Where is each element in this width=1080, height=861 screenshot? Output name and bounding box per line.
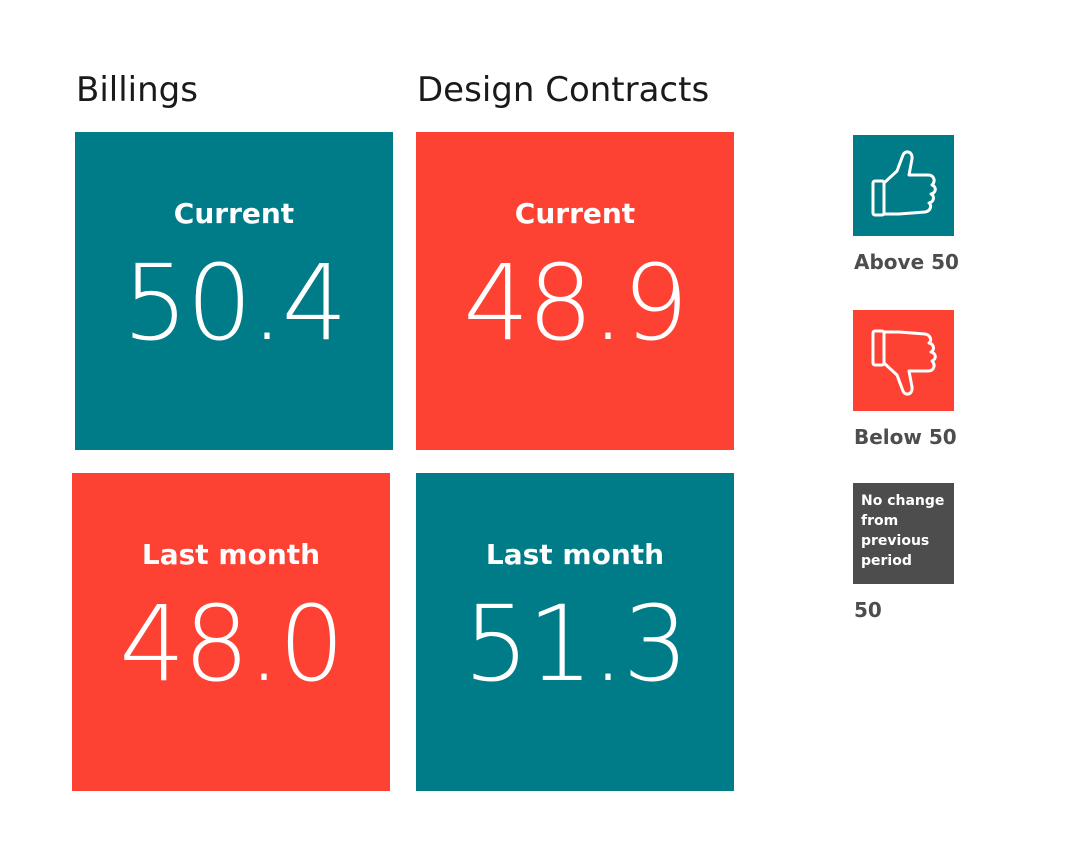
tile-label: Last month: [141, 538, 321, 571]
no-change-swatch: No change from previous period: [853, 483, 954, 584]
above-50-swatch: [853, 135, 954, 236]
thumbs-down-icon: [871, 329, 937, 396]
tile-value: 48.0: [119, 583, 345, 705]
billings-current-tile: Current 50.4: [75, 132, 393, 450]
tile-label: Last month: [485, 538, 665, 571]
tile-label: Current: [514, 197, 636, 230]
design-contracts-current-tile: Current 48.9: [416, 132, 734, 450]
tile-value: 48.9: [463, 242, 689, 364]
tile-label: Current: [173, 197, 295, 230]
billings-last-month-tile: Last month 48.0: [72, 473, 390, 791]
tile-value: 51.3: [463, 583, 689, 705]
below-50-label: Below 50: [854, 425, 957, 449]
tile-value: 50.4: [122, 242, 348, 364]
thumbs-up-icon: [871, 150, 937, 217]
billings-title: Billings: [76, 70, 198, 110]
design-contracts-title: Design Contracts: [417, 70, 710, 110]
no-change-label: 50: [854, 598, 882, 622]
no-change-text: No change from previous period: [861, 493, 945, 569]
above-50-label: Above 50: [854, 250, 959, 274]
below-50-swatch: [853, 310, 954, 411]
design-contracts-last-month-tile: Last month 51.3: [416, 473, 734, 791]
